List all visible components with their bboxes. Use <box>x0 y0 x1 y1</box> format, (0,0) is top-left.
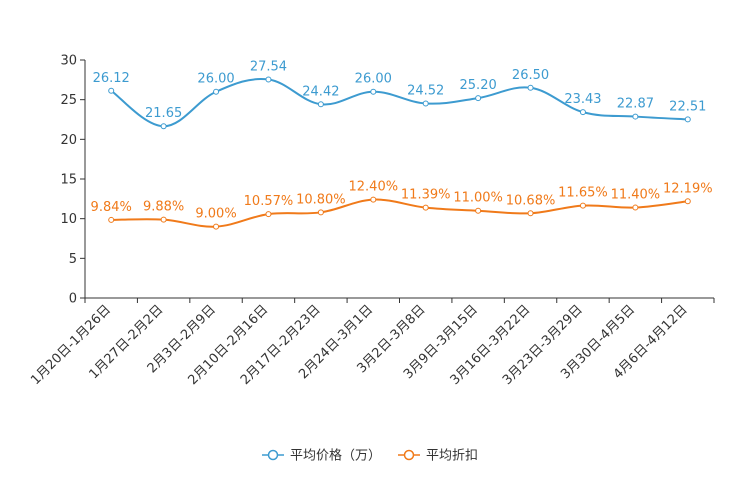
data-label: 9.00% <box>195 207 236 222</box>
data-point[interactable] <box>213 223 220 230</box>
data-label: 11.65% <box>558 186 608 201</box>
y-tick-label: 15 <box>60 173 77 188</box>
data-point[interactable] <box>684 198 691 205</box>
data-point[interactable] <box>422 100 429 107</box>
y-tick-label: 20 <box>60 133 77 148</box>
data-point[interactable] <box>684 116 691 123</box>
x-axis: 1月20日-1月26日1月27日-2月2日2月3日-2月9日2月10日-2月16… <box>28 297 715 388</box>
y-tick-label: 25 <box>60 93 77 108</box>
data-point[interactable] <box>579 109 586 116</box>
data-label: 11.39% <box>401 188 451 203</box>
data-label: 26.50 <box>512 68 549 83</box>
data-point[interactable] <box>213 88 220 95</box>
data-label: 24.42 <box>302 84 339 99</box>
data-label: 10.80% <box>296 192 346 207</box>
data-point[interactable] <box>422 204 429 211</box>
data-label: 21.65 <box>145 106 182 121</box>
data-label: 26.00 <box>355 72 392 87</box>
data-point[interactable] <box>160 216 167 223</box>
legend-item-0[interactable]: 平均价格（万） <box>262 448 381 464</box>
data-label: 24.52 <box>407 83 444 98</box>
data-label: 9.88% <box>143 200 184 215</box>
data-point[interactable] <box>108 216 115 223</box>
data-label: 12.40% <box>349 180 399 195</box>
series-0 <box>108 76 691 130</box>
legend-marker <box>403 449 415 461</box>
y-axis: 0 5 10 15 20 25 30 <box>60 54 86 307</box>
series-1 <box>108 196 691 230</box>
data-label: 25.20 <box>460 78 497 93</box>
data-label: 10.57% <box>244 194 294 209</box>
data-label: 27.54 <box>250 60 287 75</box>
data-label: 22.51 <box>669 99 706 114</box>
data-point[interactable] <box>317 209 324 216</box>
y-tick-label: 0 <box>69 292 77 307</box>
data-point[interactable] <box>475 207 482 214</box>
legend-item-1[interactable]: 平均折扣 <box>398 449 478 464</box>
data-point[interactable] <box>527 84 534 91</box>
data-point[interactable] <box>370 88 377 95</box>
data-point[interactable] <box>527 210 534 217</box>
data-point[interactable] <box>160 123 167 130</box>
data-point[interactable] <box>632 204 639 211</box>
data-point[interactable] <box>265 76 272 83</box>
data-label: 22.87 <box>617 97 654 112</box>
y-tick-label: 30 <box>60 54 77 69</box>
series-line <box>111 198 688 228</box>
data-label: 10.68% <box>506 193 556 208</box>
data-point[interactable] <box>370 196 377 203</box>
data-point[interactable] <box>108 87 115 94</box>
data-label: 23.43 <box>564 92 601 107</box>
legend-label: 平均折扣 <box>426 449 478 464</box>
data-label: 26.12 <box>93 71 130 86</box>
legend[interactable]: 平均价格（万） 平均折扣 <box>262 448 478 464</box>
data-point[interactable] <box>475 95 482 102</box>
data-label: 11.00% <box>453 191 503 206</box>
data-label: 9.84% <box>91 200 132 215</box>
data-labels: 26.12 21.65 26.00 27.54 24.42 26.00 24.52 25.20… <box>91 60 713 222</box>
series-layer <box>108 76 691 230</box>
data-label: 12.19% <box>663 181 713 196</box>
legend-label: 平均价格（万） <box>290 448 381 464</box>
y-tick-label: 5 <box>69 252 77 267</box>
data-point[interactable] <box>579 202 586 209</box>
legend-marker <box>267 449 279 461</box>
data-label: 26.00 <box>197 72 234 87</box>
y-tick-label: 10 <box>60 212 77 227</box>
data-label: 11.40% <box>611 188 661 203</box>
data-point[interactable] <box>632 113 639 120</box>
data-point[interactable] <box>317 101 324 108</box>
data-point[interactable] <box>265 211 272 218</box>
